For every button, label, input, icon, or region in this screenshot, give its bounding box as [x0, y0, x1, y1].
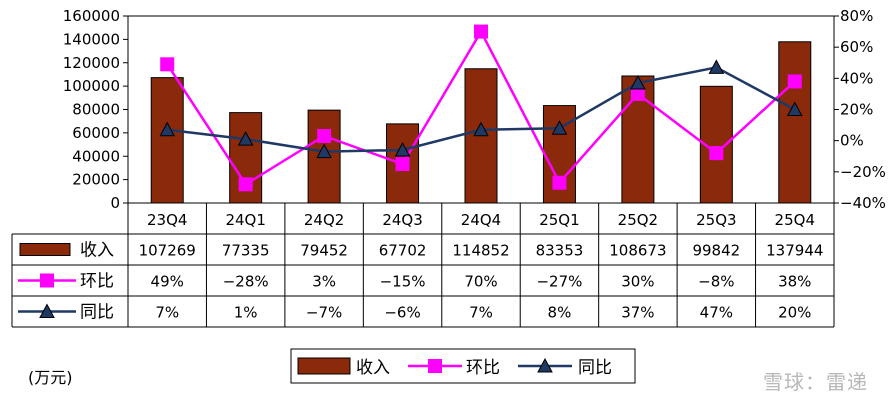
- category-label: 25Q2: [618, 211, 658, 229]
- data-label-收入: 114852: [452, 242, 509, 260]
- data-label-环比: 49%: [151, 273, 184, 291]
- data-label-收入: 79452: [300, 242, 348, 260]
- legend-key-同比-marker: [537, 357, 553, 373]
- point-同比: [708, 59, 725, 74]
- data-label-同比: 8%: [548, 304, 572, 322]
- category-label: 23Q4: [147, 211, 187, 229]
- category-label: 25Q1: [539, 211, 579, 229]
- data-label-同比: 37%: [621, 304, 654, 322]
- right-axis-tick-label: −20%: [840, 163, 886, 181]
- row-key-环比-marker: [40, 273, 54, 288]
- data-label-环比: −28%: [223, 273, 269, 291]
- point-环比: [238, 177, 253, 192]
- right-axis-tick-label: −40%: [840, 194, 886, 212]
- point-同比: [394, 141, 411, 157]
- point-同比: [551, 120, 568, 135]
- left-axis-tick-label: 60000: [72, 124, 120, 142]
- point-同比: [316, 143, 332, 159]
- data-label-同比: −7%: [306, 304, 342, 322]
- category-label: 24Q3: [382, 211, 422, 229]
- data-label-环比: −8%: [698, 273, 734, 291]
- point-环比: [160, 57, 175, 72]
- left-axis-tick-label: 100000: [63, 77, 120, 95]
- left-axis-tick-label: 140000: [63, 30, 120, 48]
- row-header-label: 收入: [80, 241, 114, 261]
- data-label-收入: 108673: [609, 242, 666, 260]
- data-label-收入: 137944: [766, 242, 823, 260]
- legend-key-收入: [297, 357, 351, 375]
- right-axis-tick-label: 0%: [840, 132, 864, 150]
- watermark: 雪球：雷递: [763, 370, 868, 394]
- category-label: 24Q1: [225, 211, 265, 229]
- data-label-同比: −6%: [384, 304, 420, 322]
- data-label-环比: −15%: [380, 273, 426, 291]
- left-axis-tick-label: 0: [110, 194, 120, 212]
- data-label-收入: 83353: [536, 242, 584, 260]
- data-label-同比: 20%: [778, 304, 811, 322]
- legend-label-收入: 收入: [356, 358, 390, 378]
- left-axis-tick-label: 40000: [72, 147, 120, 165]
- left-axis-tick-label: 80000: [72, 101, 120, 119]
- right-axis-tick-label: 60%: [840, 38, 873, 56]
- data-label-环比: 30%: [621, 273, 654, 291]
- left-axis-tick-label: 120000: [63, 54, 120, 72]
- legend-key-环比-marker: [428, 359, 442, 373]
- legend-label-同比: 同比: [578, 358, 612, 378]
- point-环比: [709, 146, 724, 161]
- data-label-同比: 47%: [700, 304, 733, 322]
- point-同比: [630, 74, 646, 90]
- bar-收入: [464, 68, 498, 204]
- right-axis-tick-label: 40%: [840, 69, 873, 87]
- point-环比: [552, 175, 567, 190]
- point-环比: [395, 157, 410, 172]
- data-label-收入: 99842: [692, 242, 740, 260]
- point-同比: [237, 131, 254, 146]
- unit-label: (万元): [28, 368, 73, 387]
- category-label: 24Q4: [461, 211, 501, 229]
- row-key-收入: [19, 243, 71, 256]
- category-label: 25Q4: [775, 211, 815, 229]
- left-axis-tick-label: 20000: [72, 171, 120, 189]
- data-label-收入: 107269: [139, 242, 196, 260]
- data-label-收入: 77335: [222, 242, 270, 260]
- bar-收入: [150, 77, 184, 204]
- data-label-环比: 3%: [312, 273, 336, 291]
- data-label-环比: 70%: [464, 273, 497, 291]
- point-环比: [630, 86, 645, 101]
- legend-label-环比: 环比: [466, 358, 500, 378]
- data-label-同比: 7%: [469, 304, 493, 322]
- data-label-收入: 67702: [379, 242, 427, 260]
- point-环比: [317, 128, 332, 143]
- left-axis-tick-label: 160000: [63, 7, 120, 25]
- point-同比: [786, 101, 803, 116]
- point-同比: [473, 121, 489, 137]
- row-key-同比-marker: [39, 303, 55, 318]
- right-axis-tick-label: 20%: [840, 101, 873, 119]
- data-label-环比: 38%: [778, 273, 811, 291]
- bar-收入: [778, 41, 812, 204]
- category-label: 24Q2: [304, 211, 344, 229]
- right-axis-tick-label: 80%: [840, 7, 873, 25]
- data-label-环比: −27%: [536, 273, 582, 291]
- point-同比: [159, 121, 176, 137]
- row-header-label: 环比: [80, 272, 114, 292]
- point-环比: [787, 74, 802, 89]
- data-label-同比: 7%: [155, 304, 179, 322]
- point-环比: [474, 24, 488, 39]
- category-label: 25Q3: [696, 211, 736, 229]
- row-header-label: 同比: [80, 303, 114, 323]
- data-label-同比: 1%: [234, 304, 258, 322]
